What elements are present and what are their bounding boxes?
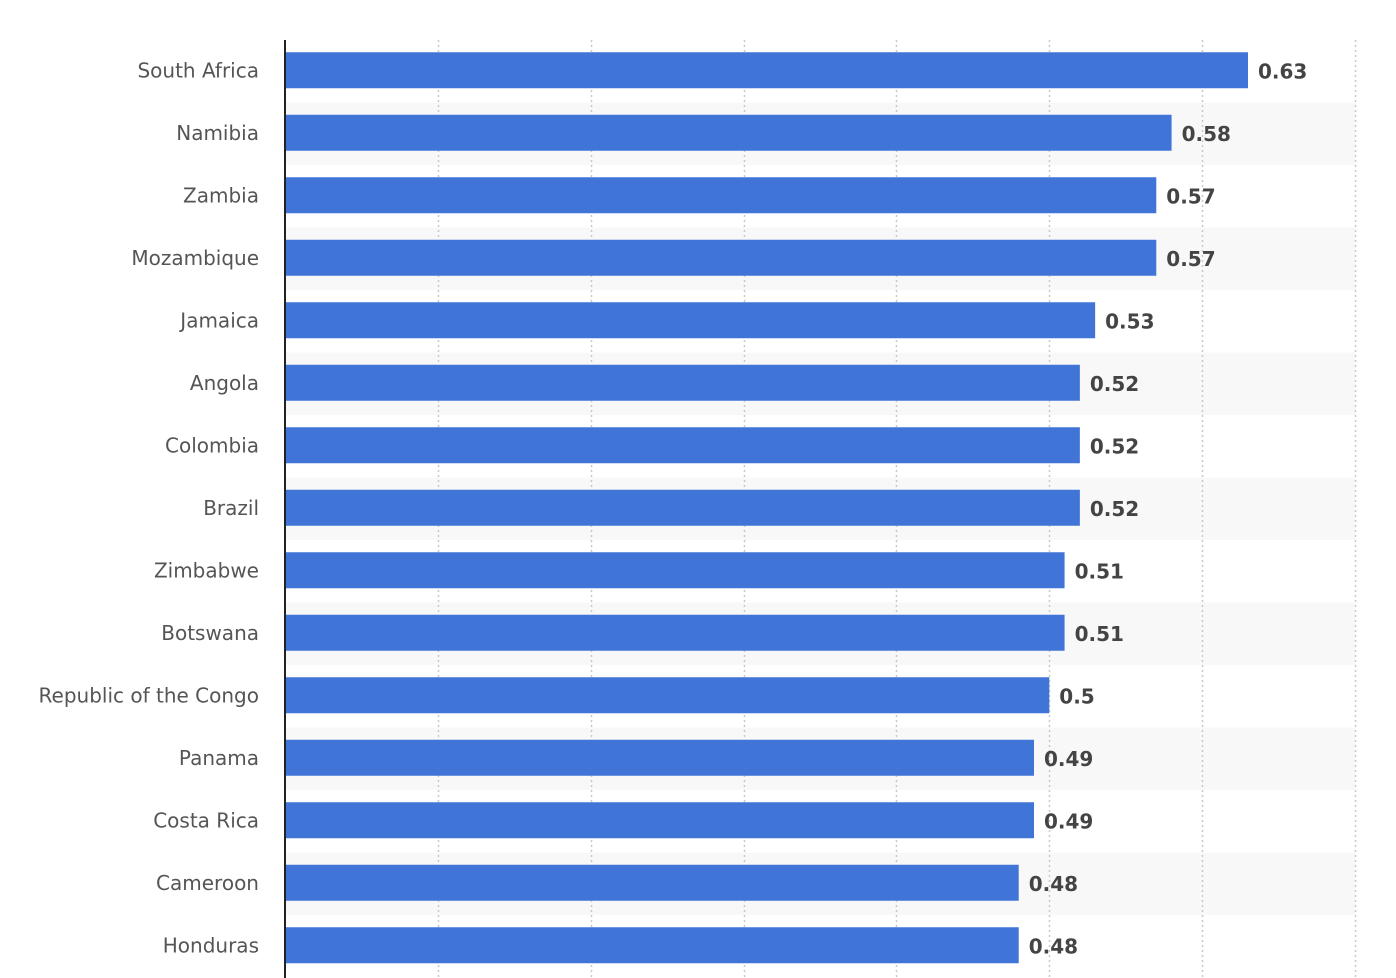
category-label: Jamaica xyxy=(178,308,259,332)
bar xyxy=(285,52,1248,89)
data-label: 0.52 xyxy=(1090,497,1139,521)
category-label: Honduras xyxy=(163,933,259,957)
data-label: 0.48 xyxy=(1029,872,1078,896)
category-label: Namibia xyxy=(176,121,259,145)
bar xyxy=(285,489,1080,526)
data-label: 0.52 xyxy=(1090,372,1139,396)
data-label: 0.58 xyxy=(1182,122,1231,146)
category-label: Cameroon xyxy=(156,871,259,895)
bar xyxy=(285,739,1034,776)
category-label: Angola xyxy=(190,371,259,395)
bar xyxy=(285,302,1096,339)
bar xyxy=(285,177,1157,214)
bar xyxy=(285,552,1065,589)
category-label: Costa Rica xyxy=(153,808,259,832)
data-label: 0.49 xyxy=(1044,747,1093,771)
category-label: Botswana xyxy=(161,621,259,645)
data-label: 0.57 xyxy=(1166,247,1215,271)
category-label: Panama xyxy=(179,746,259,770)
bar xyxy=(285,427,1080,464)
bar xyxy=(285,364,1080,401)
category-label: Colombia xyxy=(165,433,259,457)
bar xyxy=(285,614,1065,651)
data-label: 0.49 xyxy=(1044,809,1093,833)
bar xyxy=(285,802,1034,839)
bar xyxy=(285,239,1157,276)
data-label: 0.51 xyxy=(1075,622,1124,646)
data-label: 0.5 xyxy=(1059,684,1094,708)
category-label: Zambia xyxy=(183,183,259,207)
category-label: Mozambique xyxy=(131,246,259,270)
bar xyxy=(285,864,1019,901)
data-label: 0.48 xyxy=(1029,934,1078,958)
category-label: Zimbabwe xyxy=(154,558,259,582)
data-label: 0.51 xyxy=(1075,559,1124,583)
data-label: 0.53 xyxy=(1105,309,1154,333)
data-label: 0.57 xyxy=(1166,184,1215,208)
category-label: Brazil xyxy=(203,496,259,520)
category-label: Republic of the Congo xyxy=(39,683,259,707)
bar xyxy=(285,927,1019,964)
data-label: 0.63 xyxy=(1258,59,1307,83)
category-label: South Africa xyxy=(137,58,259,82)
bar xyxy=(285,114,1172,151)
bar xyxy=(285,677,1050,714)
data-label: 0.52 xyxy=(1090,434,1139,458)
